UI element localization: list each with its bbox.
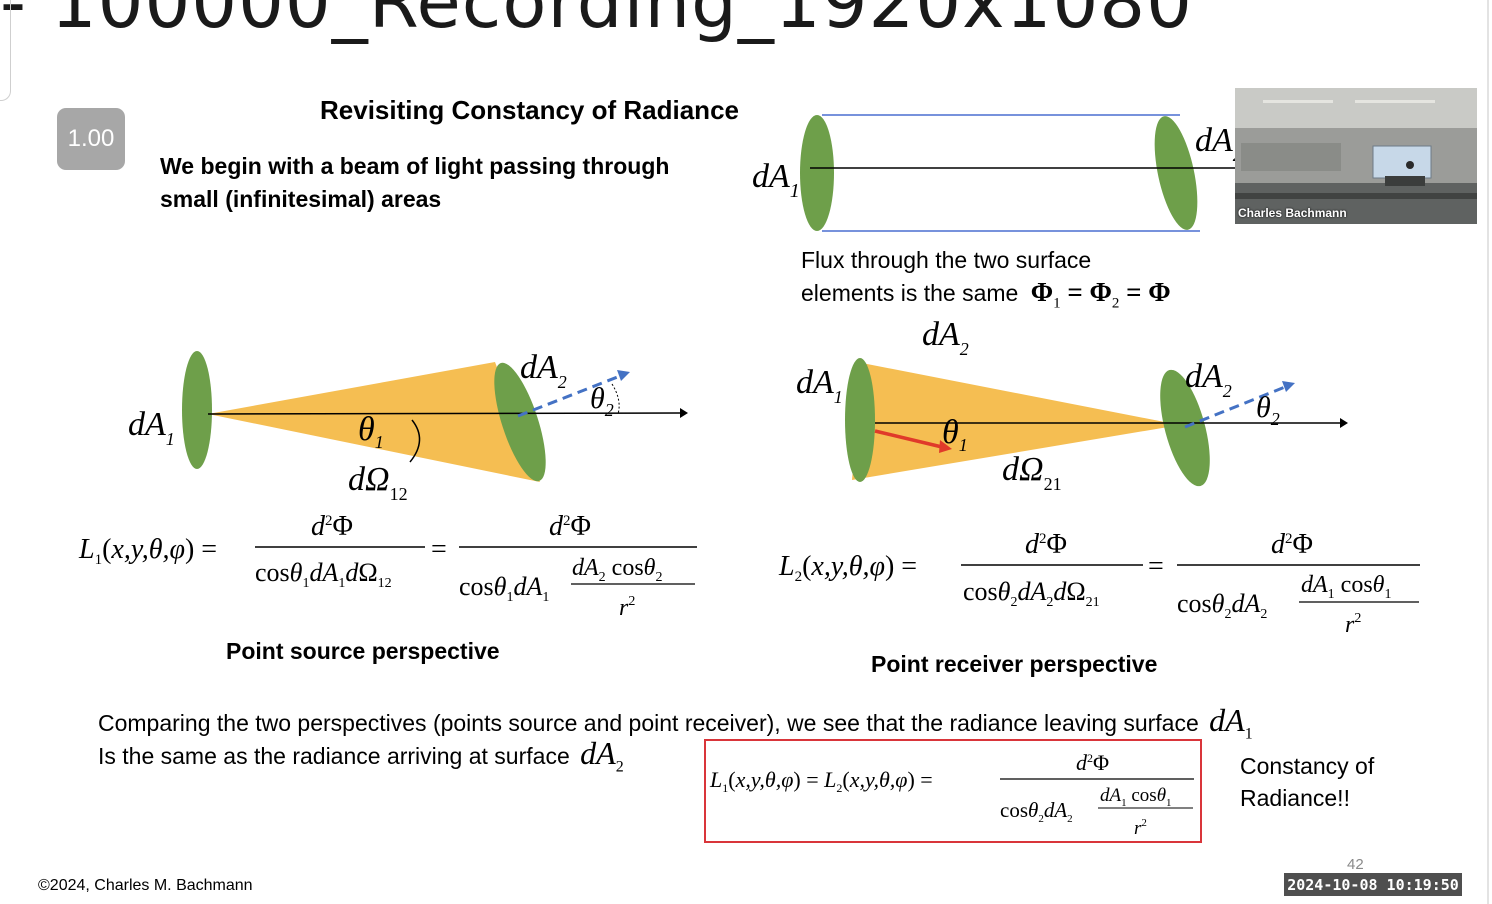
svg-text:dA1 cosθ1: dA1 cosθ1 <box>1301 572 1391 602</box>
svg-text:cosθ2dA2: cosθ2dA2 <box>1000 798 1073 825</box>
intro-line-1: We begin with a beam of light passing th… <box>160 153 670 179</box>
surface-dA2 <box>1154 116 1198 230</box>
axis-line <box>207 412 681 415</box>
radiance-equation-receiver: L2(x,y,θ,φ) = d2Φ cosθ2dA2dΩ21 = d2Φ cos… <box>778 529 1420 638</box>
recording-timestamp: 2024-10-08 10:19:50 <box>1284 873 1462 896</box>
intro-line-2: small (infinitesimal) areas <box>160 186 442 212</box>
playback-speed-button[interactable]: 1.00 <box>57 108 125 170</box>
point-source-diagram: dA1 dA2 θ2 θ1 dΩ12 <box>128 349 688 504</box>
svg-text:r2: r2 <box>619 594 635 621</box>
constancy-equation-box: L1(x,y,θ,φ) = L2(x,y,θ,φ) = d2Φ cosθ2dA2… <box>704 739 1202 843</box>
webcam-image <box>1235 88 1477 224</box>
svg-text:dA2: dA2 <box>922 316 969 359</box>
svg-text:d2Φ: d2Φ <box>549 511 591 542</box>
source-surface <box>845 358 875 482</box>
constancy-label: Constancy of Radiance!! <box>1240 750 1374 814</box>
flux-statement: Flux through the two surface elements is… <box>801 244 1171 319</box>
svg-text:r2: r2 <box>1345 611 1361 638</box>
constancy-equation: L1(x,y,θ,φ) = L2(x,y,θ,φ) = d2Φ cosθ2dA2… <box>709 750 1194 839</box>
svg-text:r2: r2 <box>1134 817 1147 839</box>
svg-text:d2Φ: d2Φ <box>1271 529 1313 560</box>
svg-text:=: = <box>1148 551 1164 582</box>
webcam-name-label: Charles Bachmann <box>1238 206 1347 220</box>
scrollbar[interactable] <box>1487 0 1489 904</box>
svg-text:dA2 cosθ2: dA2 cosθ2 <box>572 555 662 585</box>
surface-dA1 <box>800 115 834 231</box>
slide-intro: We begin with a beam of light passing th… <box>160 150 720 216</box>
comparison-line-1: Comparing the two perspectives (points s… <box>98 702 1253 743</box>
svg-text:dA2: dA2 <box>1185 358 1232 401</box>
svg-text:cosθ2dA2dΩ21: cosθ2dA2dΩ21 <box>963 577 1100 610</box>
slide-page-number: 42 <box>1347 856 1364 873</box>
flux-equation: Φ1 = Φ2 = Φ <box>1030 277 1171 312</box>
tube-diagram: dA1 dA2 <box>752 114 1240 232</box>
svg-text:L1(x,y,θ,φ) = L2(x,y,θ,φ) =: L1(x,y,θ,φ) = L2(x,y,θ,φ) = <box>709 767 933 795</box>
webcam-feed[interactable]: Charles Bachmann <box>1235 88 1477 224</box>
receiver-surface <box>1160 369 1210 487</box>
comparison-text-2: Is the same as the radiance arriving at … <box>98 743 570 769</box>
comparison-line-2: Is the same as the radiance arriving at … <box>98 735 624 776</box>
svg-text:dΩ21: dΩ21 <box>1002 451 1062 494</box>
receiver-surface <box>494 362 546 482</box>
svg-text:dΩ12: dΩ12 <box>348 461 408 504</box>
svg-text:dA2: dA2 <box>1195 122 1240 166</box>
caption-point-source: Point source perspective <box>226 638 500 664</box>
flux-line-2: elements is the same <box>801 280 1019 306</box>
constancy-line-1: Constancy of <box>1240 753 1375 779</box>
svg-text:θ2: θ2 <box>1256 391 1280 429</box>
flux-line-1: Flux through the two surface <box>801 247 1092 273</box>
svg-text:dA2: dA2 <box>520 349 567 392</box>
comparison-text-1: Comparing the two perspectives (points s… <box>98 710 1199 736</box>
svg-text:cosθ1dA1: cosθ1dA1 <box>459 572 549 605</box>
radiance-equation-source: L1(x,y,θ,φ) = d2Φ cosθ1dA1dΩ12 = d2Φ cos… <box>78 511 697 621</box>
constancy-line-2: Radiance!! <box>1240 785 1350 811</box>
svg-text:d2Φ: d2Φ <box>311 511 353 542</box>
point-receiver-diagram: dA2 dA1 dA2 θ2 θ1 dΩ21 <box>796 316 1348 494</box>
svg-text:L1(x,y,θ,φ) =: L1(x,y,θ,φ) = <box>78 534 217 568</box>
side-panel-edge[interactable] <box>0 0 11 101</box>
svg-text:L2(x,y,θ,φ) =: L2(x,y,θ,φ) = <box>778 551 917 585</box>
svg-text:d2Φ: d2Φ <box>1025 529 1067 560</box>
svg-text:=: = <box>431 534 447 565</box>
svg-text:dA1: dA1 <box>752 158 800 202</box>
svg-text:cosθ1dA1dΩ12: cosθ1dA1dΩ12 <box>255 558 392 591</box>
svg-text:d2Φ: d2Φ <box>1076 750 1109 775</box>
caption-point-receiver: Point receiver perspective <box>871 651 1158 677</box>
solid-angle-cone <box>208 362 540 482</box>
svg-text:dA1 cosθ1: dA1 cosθ1 <box>1100 785 1172 809</box>
flux-line-2-wrap: elements is the same Φ1 = Φ2 = Φ <box>801 276 1171 319</box>
source-surface <box>182 351 212 469</box>
window-title: - 100000_Recording_1920x1080 <box>0 0 1193 44</box>
slide-title: Revisiting Constancy of Radiance <box>320 95 739 125</box>
copyright-footer: ©2024, Charles M. Bachmann <box>38 877 253 894</box>
solid-angle-cone <box>852 363 1180 480</box>
svg-text:θ2: θ2 <box>590 382 614 420</box>
svg-text:dA1: dA1 <box>796 364 843 407</box>
svg-text:dA1: dA1 <box>128 406 175 449</box>
svg-text:cosθ2dA2: cosθ2dA2 <box>1177 589 1267 622</box>
